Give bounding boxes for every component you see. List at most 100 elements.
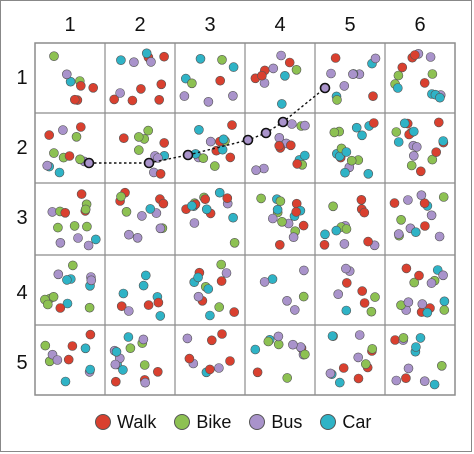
walk-dot [433,117,444,128]
car-dot [194,125,204,135]
bike-dot [409,277,420,288]
car-dot [228,62,239,72]
walk-dot [359,207,370,218]
bus-dot [276,50,286,61]
bus-dot [58,125,68,135]
car-dot [422,307,433,318]
car-dot [85,364,95,375]
bus-dot [300,120,310,131]
bus-dot [146,57,156,67]
legend-item-car: Car [320,412,371,433]
car-dot [341,147,352,157]
walk-dot [116,301,127,312]
bus-dot [434,231,445,242]
legend-label-bike: Bike [196,411,232,432]
car-dot [439,296,450,307]
walk-dot [184,353,195,364]
walk-dot [390,335,400,345]
bike-dot [116,191,126,202]
bike-dot [229,238,240,248]
walk-dot [368,118,379,128]
bus-dot [354,330,365,340]
car-dot [138,280,149,291]
bus-dot [205,136,216,147]
column-label-3: 3 [204,14,216,36]
bike-dot [134,145,144,155]
bike-dot [214,302,224,312]
bus-dot [282,295,292,306]
bus-dot [62,69,72,80]
walk-dot [67,341,78,351]
bike-dot [393,70,404,81]
walk-dot [419,78,430,88]
bus-dot [182,333,193,344]
walk-dot [353,373,364,384]
bus-dot [426,278,437,288]
car-dot [80,343,91,354]
column-label-5: 5 [344,14,356,36]
car-dot [250,344,261,355]
bike-dot [49,51,59,62]
walk-dot [341,278,352,288]
bike-dot [134,132,144,142]
bike-dot [198,153,209,163]
bike-dot [125,343,136,354]
bus-dot [288,232,299,242]
car-dot [415,333,426,343]
walk-dot [229,307,239,317]
car-dot [118,365,128,375]
car-dot [145,204,156,214]
column-label-4: 4 [274,14,286,36]
bus-dot [287,119,297,129]
bike-dot [329,127,340,138]
walk-dot [285,140,296,151]
walk-dot [159,51,169,62]
car-dot [62,298,73,309]
bus-dot [333,289,344,300]
car-dot [410,227,421,237]
car-dot [214,187,225,198]
car-dot [116,55,126,66]
bike-dot [84,302,95,313]
bike-dot [277,217,287,227]
bike-dot [298,291,309,302]
bus-dot [251,165,261,175]
bike-dot [139,360,150,370]
car-dot [118,288,129,299]
car-dot [141,270,151,281]
walk-dot [225,152,236,163]
walk-dot [159,138,169,148]
trajectory-waypoint [277,116,289,128]
bus-dot [341,263,351,274]
walk-dot [431,147,442,157]
legend: Walk Bike Bus Car [95,410,389,434]
bus-dot [416,190,427,200]
column-label-6: 6 [414,14,426,36]
bus-dot [417,299,428,309]
bus-dot [259,277,270,287]
car-dot [438,136,449,146]
car-dot [187,201,197,211]
walk-dot [216,276,227,286]
trajectory-waypoint [143,157,155,169]
car-dot [193,272,203,283]
row-label-3: 3 [16,207,28,229]
bike-dot [48,291,59,302]
walk-swatch-icon [95,414,111,430]
car-dot [195,53,206,64]
bus-dot [86,275,97,286]
car-dot [334,377,345,388]
bike-dot [80,204,91,215]
walk-dot [85,329,96,340]
bus-dot [393,229,404,239]
bike-dot [406,160,417,171]
bus-dot [325,368,336,379]
bike-dot [121,207,132,217]
walk-dot [401,263,412,274]
car-dot [62,275,72,285]
walk-dot [153,366,163,377]
walk-dot [397,62,408,73]
walk-dot [200,194,210,204]
bike-dot [360,359,371,369]
